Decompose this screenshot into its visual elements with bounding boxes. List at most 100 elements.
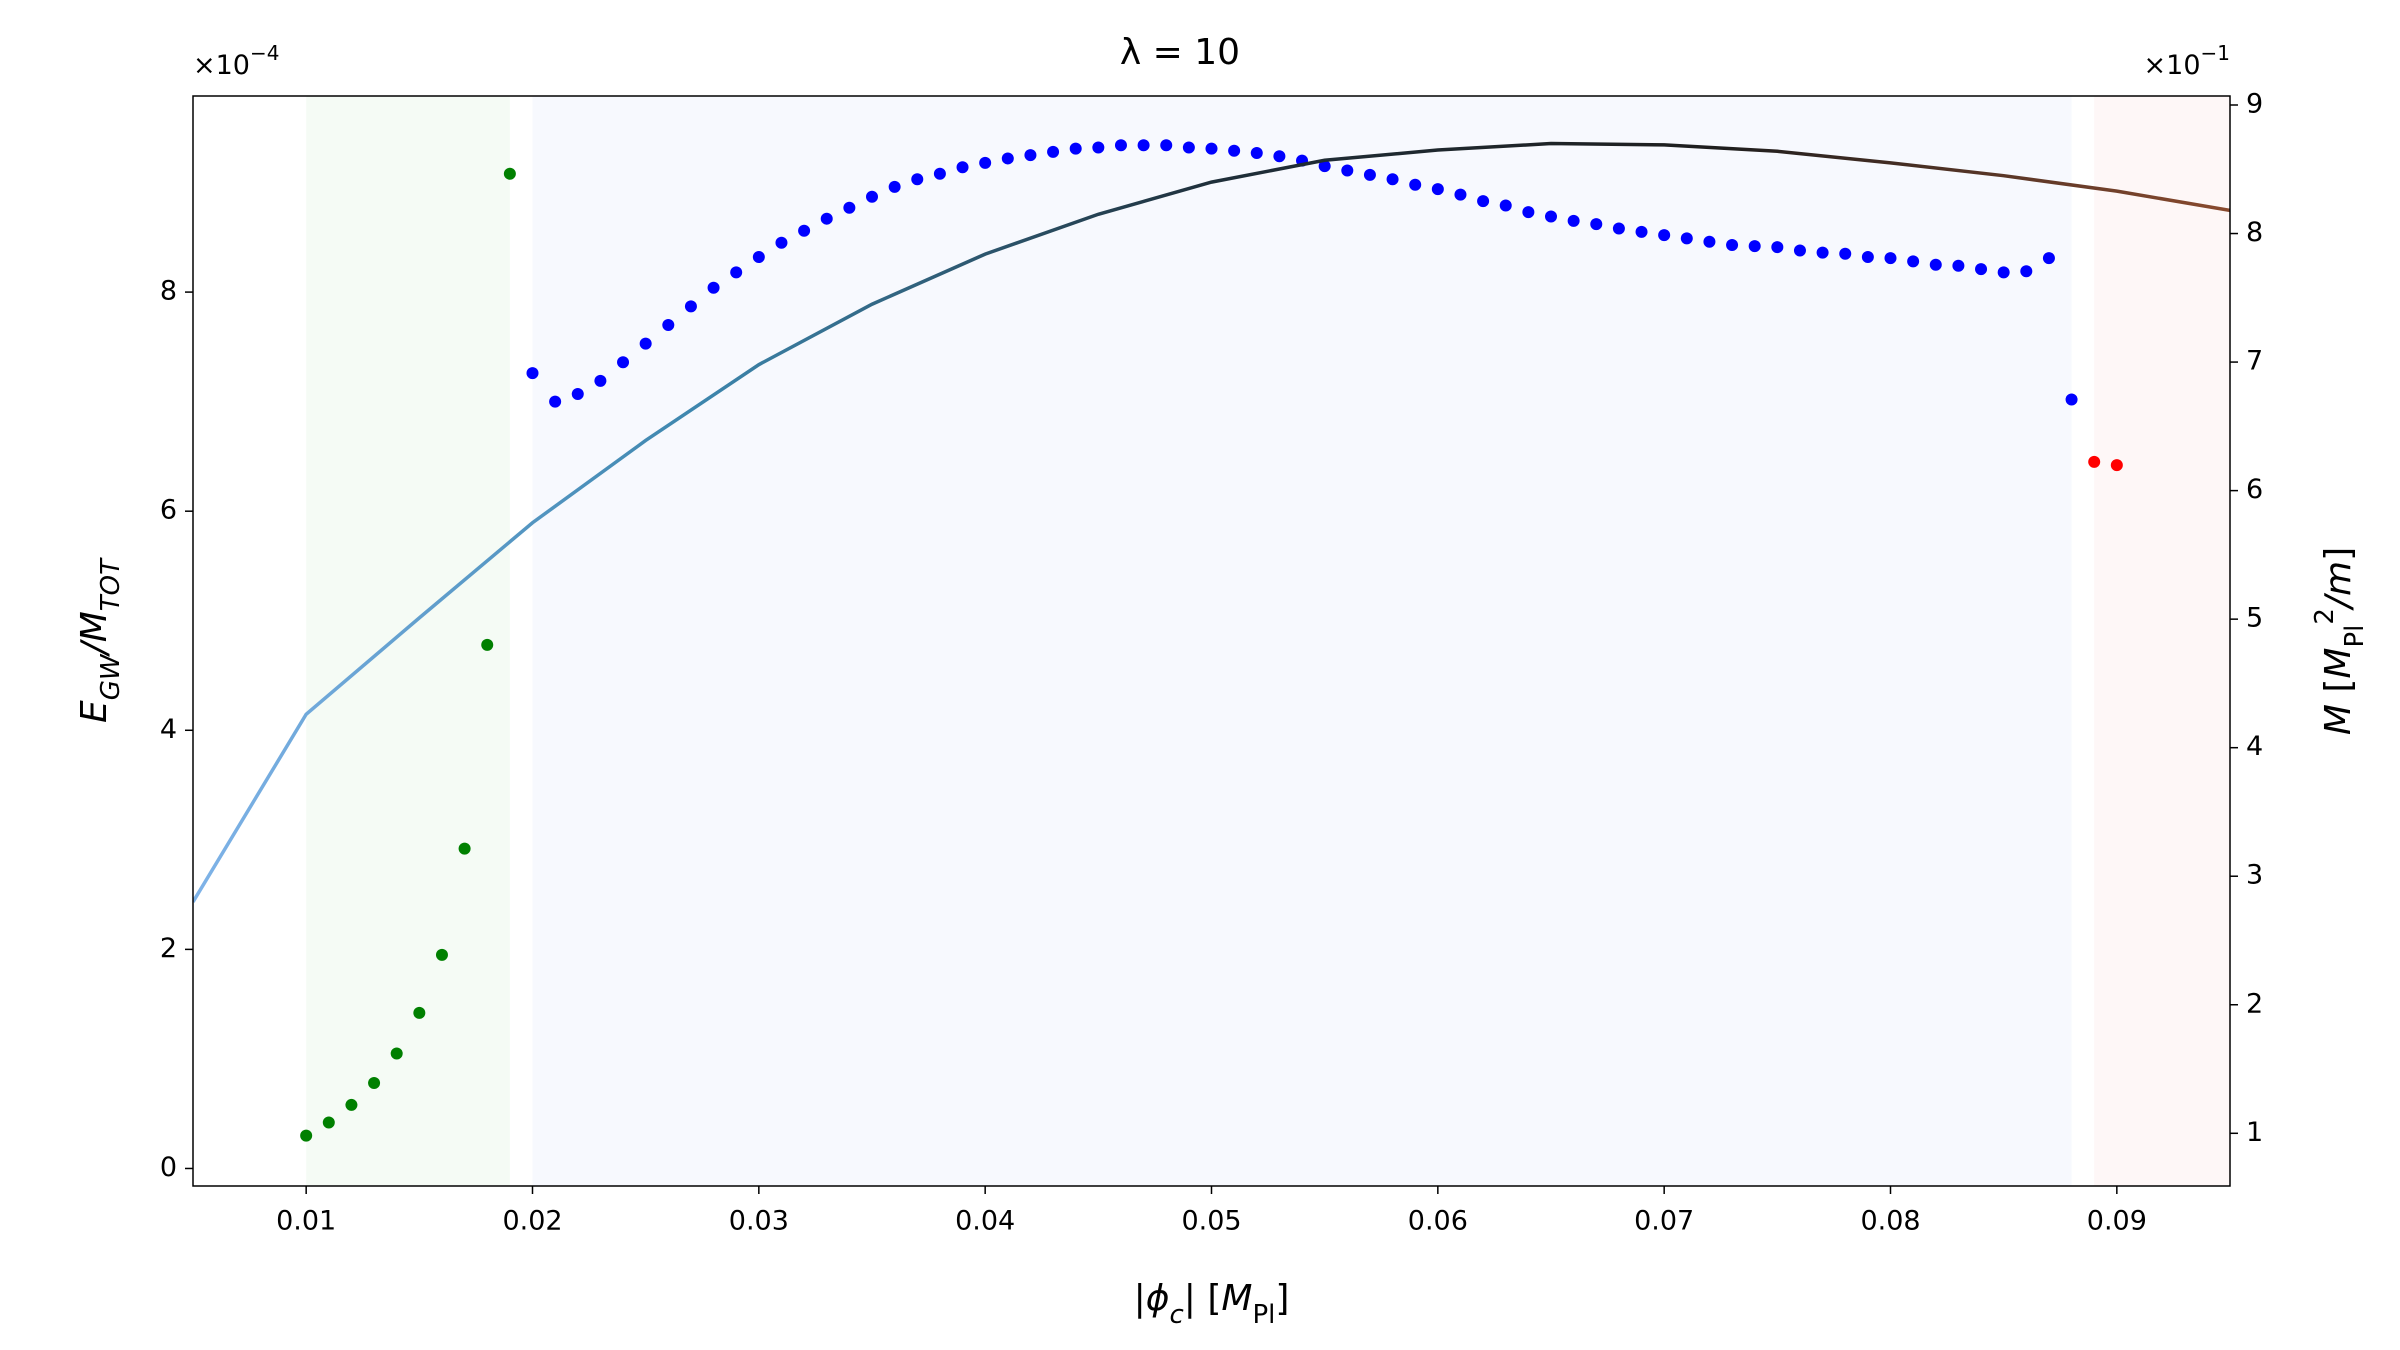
point [503,167,516,180]
label-part: ϕ [1146,1278,1170,1319]
point [1726,238,1739,251]
x-tick-label: 0.06 [1408,1206,1468,1237]
point [1182,141,1195,154]
point [1069,142,1082,155]
label-part: E [74,700,115,723]
x-axis-label: |ϕc| [MPl] [1134,1278,1290,1330]
point [2065,393,2078,406]
label-part: | [1134,1278,1146,1319]
label-part: [ [2318,679,2359,705]
chart-title: λ = 10 [1120,32,1240,73]
point [1884,252,1897,265]
y2-tick-label: 5 [2246,603,2263,634]
y2-tick-label: 6 [2246,474,2263,505]
point [1771,241,1784,254]
label-part: ×10 [193,50,250,81]
point [413,1006,426,1019]
point [1137,139,1150,152]
point [1114,139,1127,152]
point [1612,222,1625,235]
point [1499,199,1512,212]
point [1793,244,1806,257]
point [798,224,811,237]
y-tick-label: 6 [160,495,177,526]
point [2110,459,2123,472]
point [1748,240,1761,253]
point [390,1047,403,1060]
x-tick-label: 0.04 [955,1206,1015,1237]
point [1431,183,1444,196]
point [979,156,992,169]
point [1024,149,1037,162]
point [1092,141,1105,154]
point [1454,188,1467,201]
point [888,180,901,193]
x-tick-label: 0.03 [729,1206,789,1237]
point [1386,173,1399,186]
point [1047,145,1060,158]
point [1635,225,1648,238]
point [820,212,833,225]
point [345,1098,358,1111]
axis-offset: ×10−1 [2144,41,2230,81]
point [1839,247,1852,260]
label-part: −4 [250,41,279,65]
point [1703,235,1716,248]
y2-tick-label: 1 [2246,1117,2263,1148]
point [1658,229,1671,242]
point [549,395,562,408]
point [1975,263,1988,276]
y-axis-label: EGW/MTOT [74,557,126,723]
point [2088,455,2101,468]
point [1205,142,1218,155]
point [1952,259,1965,272]
label-part: ] [2318,547,2359,561]
point [662,318,675,331]
point [1160,139,1173,152]
point [1409,178,1422,191]
point [707,281,720,294]
point [1228,144,1241,157]
point [1816,246,1829,259]
label-part: ] [1275,1278,1289,1319]
label-part: M [2318,704,2359,735]
label-part: Pl [2340,625,2370,648]
y-tick-label: 0 [160,1152,177,1183]
label-part: M [1221,1278,1252,1319]
y2-tick-label: 9 [2246,88,2263,119]
label-part: /m [2318,561,2359,611]
x-tick-label: 0.02 [502,1206,562,1237]
point [435,948,448,961]
label-part: M [2318,648,2359,679]
point [300,1129,313,1142]
point [730,266,743,279]
point [1907,255,1920,268]
label-part: GW [96,653,126,700]
point [1001,152,1014,165]
point [843,201,856,214]
point [639,337,652,350]
point [481,638,494,651]
x-tick-label: 0.08 [1860,1206,1920,1237]
point [1567,214,1580,227]
point [1273,150,1286,163]
y2-tick-label: 7 [2246,346,2263,377]
x-tick-label: 0.01 [276,1206,336,1237]
label-part: ×10 [2144,50,2201,81]
y2-tick-label: 4 [2246,731,2263,762]
point [1477,195,1490,208]
point [2020,265,2033,278]
point [1318,160,1331,173]
point [458,842,471,855]
point [956,161,969,174]
point [1545,210,1557,223]
label-part: | [ [1184,1278,1222,1319]
label-part: /M [74,611,115,657]
label-part: 2 [2310,608,2340,625]
label-part: TOT [96,557,126,611]
curve [193,141,2230,903]
x-tick-label: 0.05 [1181,1206,1241,1237]
point [526,367,539,380]
